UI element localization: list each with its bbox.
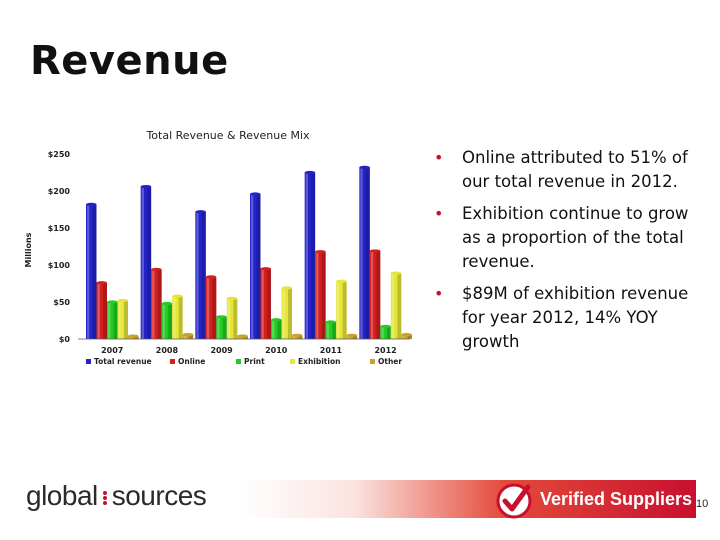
y-tick-label: $0 xyxy=(59,335,71,344)
bar-other-2011 xyxy=(346,333,358,339)
bar-print-2012 xyxy=(380,324,391,339)
bar-exhibition-2011 xyxy=(336,279,347,339)
legend-item: Total revenue xyxy=(86,357,152,366)
x-tick-label: 2012 xyxy=(374,346,396,355)
chart-canvas: Total Revenue & Revenue Mix Millions $0 $… xyxy=(24,129,412,366)
verified-suppliers-banner xyxy=(240,480,696,518)
bullet-marker-icon: • xyxy=(434,204,444,223)
legend-label: Exhibition xyxy=(298,357,340,366)
bar-total-revenue-2012 xyxy=(359,165,370,339)
bar-online-2007 xyxy=(96,281,107,339)
legend-item: Other xyxy=(370,357,402,366)
bar-online-2010 xyxy=(260,267,271,339)
logo-dots-icon xyxy=(102,490,107,505)
bar-online-2012 xyxy=(369,249,381,339)
y-tick-label: $250 xyxy=(48,150,71,159)
bar-print-2009 xyxy=(216,315,227,339)
bullet-item: • Online attributed to 51% of our total r… xyxy=(434,148,688,191)
legend-swatch xyxy=(170,359,175,364)
bar-exhibition-2009 xyxy=(226,296,238,339)
bullet-marker-icon: • xyxy=(434,284,444,303)
legend-swatch xyxy=(236,359,241,364)
bar-other-2012 xyxy=(401,332,412,339)
bar-total-revenue-2009 xyxy=(195,210,206,339)
legend-swatch xyxy=(290,359,295,364)
footer: global sources Verified Suppliers 10 xyxy=(0,470,720,540)
legend-swatch xyxy=(86,359,91,364)
bar-total-revenue-2007 xyxy=(86,202,97,339)
slide-title: Revenue xyxy=(30,38,229,84)
bar-online-2009 xyxy=(205,275,217,339)
page-number: 10 xyxy=(696,498,709,510)
bar-exhibition-2012 xyxy=(390,271,402,339)
y-tick-label: $100 xyxy=(48,261,71,270)
x-tick-label: 2007 xyxy=(101,346,123,355)
y-tick-label: $150 xyxy=(48,224,71,233)
bar-print-2011 xyxy=(325,320,337,339)
legend-item: Exhibition xyxy=(290,357,340,366)
bullet-list: • Online attributed to 51% of our total r… xyxy=(432,146,702,362)
bar-other-2009 xyxy=(237,334,248,339)
legend-label: Online xyxy=(178,357,205,366)
bar-exhibition-2010 xyxy=(281,286,292,339)
bar-print-2008 xyxy=(161,301,173,339)
bar-other-2007 xyxy=(128,334,139,339)
legend-swatch xyxy=(370,359,375,364)
verified-check-icon xyxy=(496,483,532,519)
bar-online-2008 xyxy=(151,267,162,339)
chart-title: Total Revenue & Revenue Mix xyxy=(145,129,310,142)
legend-label: Total revenue xyxy=(94,357,152,366)
bullet-item: • $89M of exhibition revenue for year 201… xyxy=(434,284,689,351)
legend-label: Other xyxy=(378,357,402,366)
bullet-item: • Exhibition continue to grow as a propor… xyxy=(434,204,689,271)
bar-other-2008 xyxy=(182,332,194,339)
bar-total-revenue-2008 xyxy=(140,184,152,339)
chart-y-axis-label: Millions xyxy=(24,232,33,267)
bar-online-2011 xyxy=(315,250,326,339)
verified-suppliers-label: Verified Suppliers xyxy=(540,489,693,509)
bullet-marker-icon: • xyxy=(434,148,444,167)
global-sources-logo: global sources xyxy=(26,480,207,511)
y-tick-label: $200 xyxy=(48,187,71,196)
revenue-chart: Total Revenue & Revenue Mix Millions $0 $… xyxy=(18,122,418,382)
x-tick-label: 2010 xyxy=(265,346,288,355)
bar-total-revenue-2011 xyxy=(304,170,316,339)
x-tick-label: 2008 xyxy=(156,346,179,355)
x-tick-label: 2011 xyxy=(320,346,343,355)
bar-exhibition-2008 xyxy=(172,294,183,339)
legend-label: Print xyxy=(244,357,265,366)
legend-item: Online xyxy=(170,357,205,366)
y-tick-label: $50 xyxy=(53,298,70,307)
bar-total-revenue-2010 xyxy=(250,192,261,339)
bar-other-2010 xyxy=(292,333,303,339)
bar-print-2010 xyxy=(271,318,282,339)
bar-print-2007 xyxy=(107,300,118,339)
legend-item: Print xyxy=(236,357,265,366)
x-tick-label: 2009 xyxy=(210,346,233,355)
bar-exhibition-2007 xyxy=(117,298,128,339)
